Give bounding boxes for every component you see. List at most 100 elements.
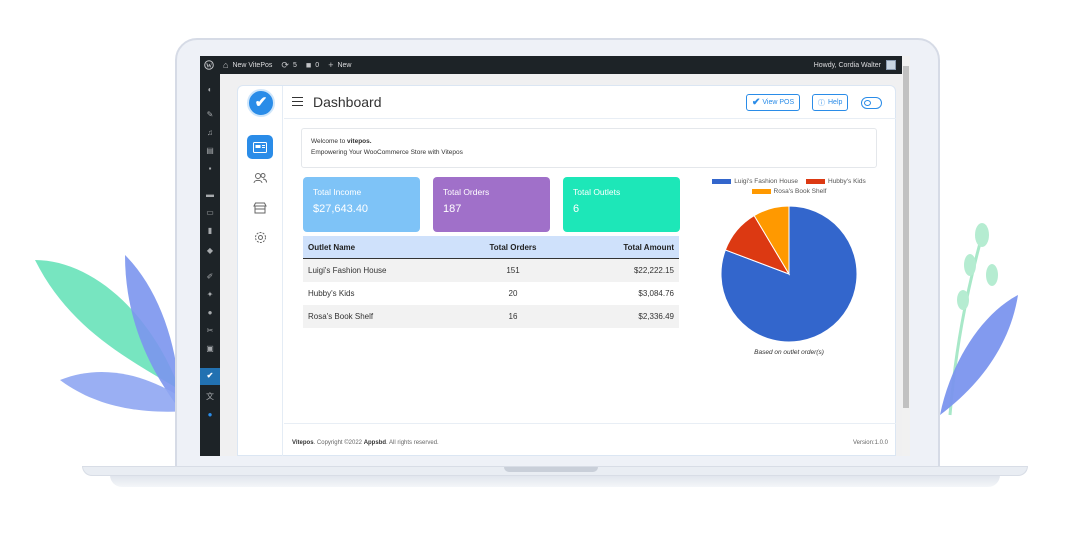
app-footer: Vitepos. Copyright ©2022 Appsbd. All rig… bbox=[284, 423, 896, 456]
cell-outlet-name: Hubby's Kids bbox=[308, 289, 355, 298]
total-outlets-card: Total Outlets 6 bbox=[563, 177, 680, 232]
table-row: Luigi's Fashion House 151 $22,222.15 bbox=[303, 259, 679, 282]
legend-swatch bbox=[806, 179, 825, 184]
toggle-knob bbox=[864, 100, 871, 106]
outlets-nav-button[interactable] bbox=[247, 196, 273, 220]
pie-svg bbox=[720, 205, 858, 343]
legend-item: Luigi's Fashion House bbox=[712, 178, 798, 185]
page-title: Dashboard bbox=[313, 94, 382, 110]
dashboard-icon[interactable]: ◐ bbox=[207, 85, 213, 94]
settings-nav-button[interactable] bbox=[247, 225, 273, 249]
vitepos-check-icon: ✔ bbox=[752, 97, 761, 108]
account-menu[interactable]: Howdy, Cordia Walter bbox=[814, 60, 896, 70]
home-icon: ⌂ bbox=[223, 60, 229, 70]
pie-slice[interactable] bbox=[753, 205, 790, 276]
table-header-row: Outlet Name Total Orders Total Amount bbox=[303, 236, 679, 259]
updates-link[interactable]: ⟳ 5 bbox=[281, 60, 296, 71]
footer-company: Appsbd bbox=[363, 440, 387, 446]
comments-link[interactable]: ■ 0 bbox=[306, 60, 319, 70]
vitepos-app: ✔ Dashboard ✔ View POS bbox=[237, 85, 896, 456]
collapse-menu-icon[interactable]: ● bbox=[207, 410, 213, 419]
card-value: 187 bbox=[443, 203, 462, 215]
updates-count: 5 bbox=[292, 61, 297, 69]
app-header: Dashboard ✔ View POS ⓘ Help bbox=[284, 86, 896, 119]
media-icon[interactable]: ♫ bbox=[207, 128, 213, 137]
outlet-pie-chart: Luigi's Fashion House Hubby's Kids Rosa'… bbox=[691, 178, 887, 363]
legend-swatch bbox=[712, 179, 732, 184]
theme-toggle[interactable] bbox=[861, 97, 882, 109]
card-title: Total Orders bbox=[443, 187, 490, 197]
legend-swatch bbox=[751, 189, 771, 194]
vitepos-check-icon: ✔ bbox=[206, 371, 214, 380]
users-icon[interactable]: ● bbox=[207, 308, 213, 317]
tools-icon[interactable]: ✂ bbox=[206, 326, 214, 335]
help-button[interactable]: ⓘ Help bbox=[812, 94, 849, 111]
settings-icon[interactable]: ▣ bbox=[206, 344, 214, 353]
translate-icon[interactable]: 文 bbox=[206, 392, 214, 401]
vitepos-logo-icon[interactable]: ✔ bbox=[247, 89, 275, 117]
products-icon[interactable]: ▭ bbox=[206, 208, 214, 217]
comment-icon: ■ bbox=[305, 60, 312, 70]
card-value: $27,643.40 bbox=[313, 203, 369, 215]
comments-icon[interactable]: ▪ bbox=[208, 164, 212, 173]
view-pos-label: View POS bbox=[762, 99, 795, 106]
dashboard-card-icon bbox=[253, 141, 267, 153]
store-icon bbox=[253, 202, 267, 214]
footer-copyright-text: . Copyright ©2022 bbox=[313, 440, 363, 446]
card-title: Total Outlets bbox=[573, 187, 621, 197]
updates-icon: ⟳ bbox=[281, 59, 289, 70]
footer-brand: Vitepos bbox=[292, 440, 314, 446]
howdy-label: Howdy, Cordia Walter bbox=[813, 61, 881, 69]
cell-total-amount: $2,336.49 bbox=[638, 312, 674, 321]
header-total-orders: Total Orders bbox=[489, 242, 537, 252]
vitepos-menu-item[interactable] bbox=[200, 368, 220, 385]
plugins-icon[interactable]: ✦ bbox=[206, 290, 214, 299]
left-plant-decoration bbox=[35, 255, 200, 412]
cell-total-amount: $3,084.76 bbox=[638, 289, 674, 298]
pin-icon[interactable]: ✎ bbox=[206, 110, 214, 119]
new-content-link[interactable]: + New bbox=[328, 60, 351, 70]
outlet-table: Outlet Name Total Orders Total Amount Lu… bbox=[303, 236, 679, 328]
scrollbar-thumb[interactable] bbox=[903, 66, 909, 408]
page-scrollbar[interactable] bbox=[902, 56, 910, 456]
chart-caption: Based on outlet order(s) bbox=[754, 349, 824, 356]
wordpress-logo-icon[interactable]: W bbox=[204, 60, 214, 70]
appearance-icon[interactable]: ✐ bbox=[206, 272, 214, 281]
comments-count: 0 bbox=[315, 61, 320, 69]
pages-icon[interactable]: ▤ bbox=[206, 146, 214, 155]
site-name-link[interactable]: ⌂ New VitePos bbox=[223, 60, 272, 70]
card-value: 6 bbox=[573, 203, 580, 215]
gear-icon bbox=[254, 231, 266, 243]
laptop-base-shadow bbox=[110, 475, 1000, 487]
woocommerce-icon[interactable]: ▬ bbox=[206, 190, 214, 199]
new-label: New bbox=[337, 61, 352, 69]
table-row: Hubby's Kids 20 $3,084.76 bbox=[303, 282, 679, 305]
cell-outlet-name: Luigi's Fashion House bbox=[308, 266, 387, 275]
cell-total-amount: $22,222.15 bbox=[633, 266, 674, 275]
app-sidebar: ✔ bbox=[238, 86, 283, 456]
marketing-icon[interactable]: ◆ bbox=[206, 246, 214, 255]
legend-label: Rosa's Book Shelf bbox=[773, 188, 827, 195]
cell-total-orders: 16 bbox=[508, 312, 518, 321]
wp-admin-bar: W ⌂ New VitePos ⟳ 5 ■ 0 + New Howdy, Cor… bbox=[200, 56, 902, 74]
legend-label: Luigi's Fashion House bbox=[734, 178, 798, 185]
users-icon bbox=[253, 173, 267, 184]
cell-outlet-name: Rosa's Book Shelf bbox=[308, 312, 374, 321]
welcome-line: Welcome to vitepos. bbox=[311, 138, 867, 145]
welcome-brand: vitepos. bbox=[347, 138, 372, 145]
chart-legend: Luigi's Fashion House Hubby's Kids Rosa'… bbox=[691, 178, 887, 198]
help-label: Help bbox=[828, 99, 843, 106]
card-title: Total Income bbox=[313, 187, 362, 197]
total-orders-card: Total Orders 187 bbox=[433, 177, 550, 232]
footer-version: Version:1.0.0 bbox=[852, 440, 888, 446]
users-nav-button[interactable] bbox=[247, 166, 273, 190]
analytics-icon[interactable]: ▮ bbox=[207, 226, 213, 235]
cell-total-orders: 151 bbox=[506, 266, 520, 275]
svg-text:W: W bbox=[206, 63, 212, 69]
hamburger-menu-icon[interactable] bbox=[292, 97, 303, 106]
view-pos-button[interactable]: ✔ View POS bbox=[746, 94, 801, 111]
dashboard-nav-button[interactable] bbox=[247, 135, 273, 159]
footer-rights: . All rights reserved. bbox=[386, 440, 439, 446]
site-name-label: New VitePos bbox=[232, 61, 273, 69]
